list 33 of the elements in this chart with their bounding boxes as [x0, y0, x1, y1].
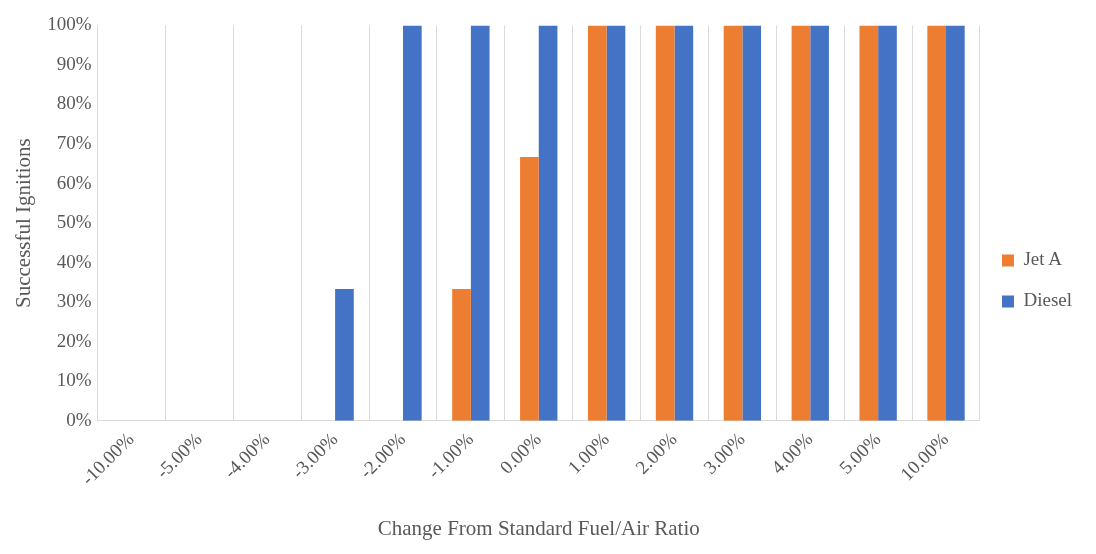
bar	[810, 25, 829, 421]
y-tick-label: 100%	[47, 13, 92, 35]
y-tick-label: 10%	[56, 369, 92, 391]
bar	[723, 25, 743, 421]
bar	[859, 25, 879, 421]
y-tick-label: 20%	[56, 329, 92, 351]
legend-label: Jet A	[1023, 248, 1063, 270]
bar	[606, 25, 626, 421]
y-tick-label: 0%	[66, 408, 92, 430]
y-tick-label: 50%	[56, 211, 92, 233]
y-tick-label: 90%	[56, 52, 92, 74]
bar	[927, 25, 947, 421]
y-tick-label: 60%	[56, 171, 92, 193]
y-tick-label: 40%	[56, 250, 92, 272]
bar	[791, 25, 811, 421]
bar	[335, 289, 354, 421]
y-tick-label: 30%	[56, 290, 92, 312]
bar	[674, 25, 694, 421]
bar	[655, 25, 675, 421]
x-axis-title: Change From Standard Fuel/Air Ratio	[377, 515, 700, 540]
y-axis-title: Successful Ignitions	[11, 138, 36, 308]
y-tick-label: 70%	[56, 132, 92, 153]
bar	[587, 25, 607, 421]
bar	[946, 25, 965, 421]
y-tick-label: 80%	[56, 92, 92, 114]
bar	[452, 289, 471, 421]
bar	[538, 25, 558, 421]
bar	[878, 25, 897, 421]
bar	[402, 25, 422, 421]
bar	[742, 25, 762, 421]
bar	[520, 157, 539, 421]
bar	[470, 25, 490, 421]
legend-label: Diesel	[1023, 289, 1073, 311]
